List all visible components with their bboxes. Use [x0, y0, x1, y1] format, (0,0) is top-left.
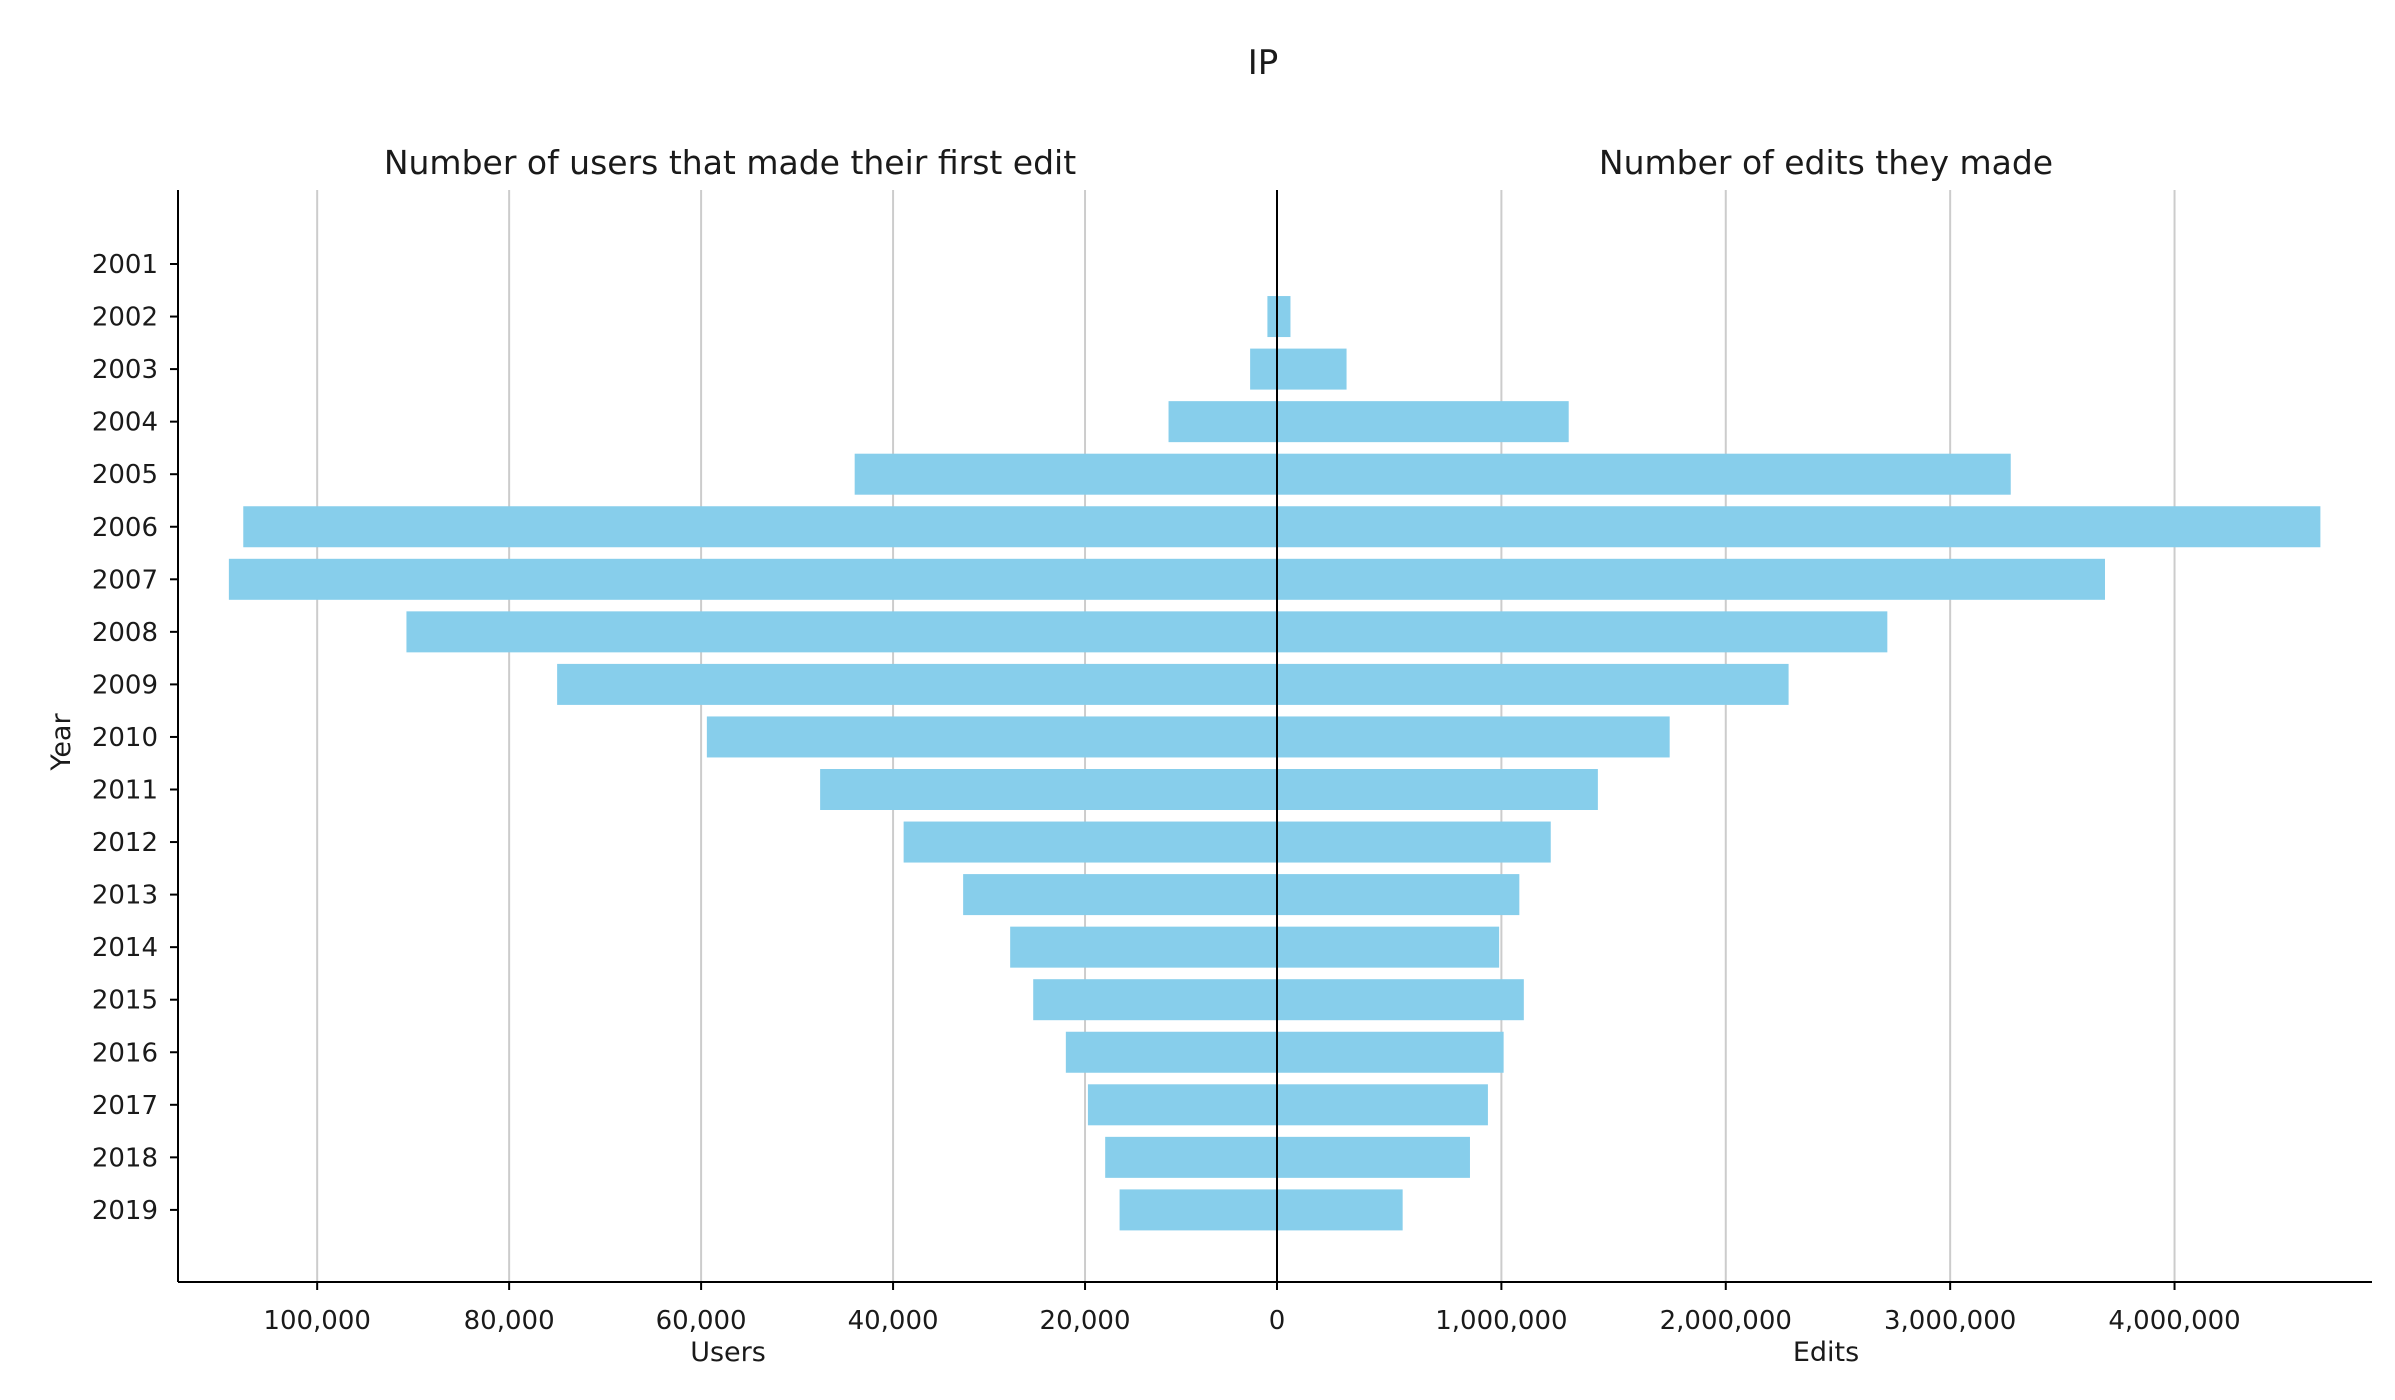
y-tick-label-2014: 2014: [92, 933, 158, 963]
left-panel-title: Number of users that made their first ed…: [384, 143, 1076, 182]
users-bar-2013: [963, 874, 1277, 916]
users-bar-2003: [1250, 348, 1277, 390]
tick-labels: 100,000 80,000 60,000 40,000 20,000 0 1,000,00…: [92, 250, 2241, 1336]
edits-bar-2008: [1277, 611, 1888, 653]
y-axis-label: Year: [46, 713, 77, 772]
edits-bar-2013: [1277, 874, 1520, 916]
y-tick-label-2007: 2007: [92, 565, 158, 595]
y-tick-label-2011: 2011: [92, 776, 158, 806]
y-tick-label-2016: 2016: [92, 1038, 158, 1068]
users-bar-2006: [243, 506, 1278, 548]
edits-bar-2007: [1277, 558, 2105, 600]
users-bar-2011: [820, 769, 1277, 810]
users-bar-2008: [406, 611, 1277, 653]
users-bar-2018: [1105, 1136, 1277, 1178]
y-tick-label-2017: 2017: [92, 1091, 158, 1121]
right-x-tick-label: 1,000,000: [1435, 1306, 1567, 1336]
left-x-tick-label: 20,000: [1040, 1306, 1131, 1336]
y-tick-label-2006: 2006: [92, 513, 158, 543]
y-tick-label-2002: 2002: [92, 303, 158, 333]
left-x-tick-label: 40,000: [848, 1306, 939, 1336]
users-bar-2009: [557, 663, 1277, 705]
edits-bar-2018: [1277, 1136, 1470, 1178]
users-bar-2005: [854, 453, 1277, 495]
y-tick-label-2018: 2018: [92, 1143, 158, 1173]
y-tick-label-2008: 2008: [92, 618, 158, 648]
edits-bar-2005: [1277, 453, 2011, 495]
users-bar-2012: [903, 821, 1277, 863]
axes: [170, 190, 2372, 1290]
left-x-tick-label: 80,000: [464, 1306, 555, 1336]
bars: [228, 296, 2321, 1231]
edits-bar-2012: [1277, 821, 1551, 863]
left-x-axis-label: Users: [690, 1337, 766, 1368]
y-tick-label-2019: 2019: [92, 1196, 158, 1226]
edits-bar-2015: [1277, 979, 1524, 1021]
y-tick-label-2015: 2015: [92, 986, 158, 1016]
y-tick-label-2003: 2003: [92, 355, 158, 385]
users-bar-2010: [706, 716, 1277, 758]
users-bar-2015: [1033, 979, 1277, 1021]
edits-bar-2003: [1277, 348, 1347, 390]
right-x-tick-label: 4,000,000: [2108, 1306, 2240, 1336]
y-tick-label-2001: 2001: [92, 250, 158, 280]
right-panel-title: Number of edits they made: [1599, 143, 2053, 182]
users-bar-2014: [1010, 926, 1277, 968]
edits-bar-2011: [1277, 769, 1598, 810]
users-bar-2007: [228, 558, 1278, 600]
right-x-tick-label: 2,000,000: [1660, 1306, 1792, 1336]
edits-bar-2014: [1277, 926, 1500, 968]
y-tick-label-2010: 2010: [92, 723, 158, 753]
edits-bar-2004: [1277, 401, 1569, 443]
left-x-tick-label: 60,000: [656, 1306, 747, 1336]
edits-bar-2006: [1277, 506, 2321, 548]
edits-bar-2009: [1277, 663, 1789, 705]
right-x-axis-label: Edits: [1793, 1337, 1859, 1368]
y-tick-label-2004: 2004: [92, 408, 158, 438]
edits-bar-2002: [1277, 296, 1291, 338]
chart-title: IP: [1248, 43, 1279, 83]
edits-bar-2016: [1277, 1031, 1504, 1073]
users-bar-2017: [1087, 1084, 1277, 1126]
right-x-tick-label: 3,000,000: [1884, 1306, 2016, 1336]
y-tick-label-2013: 2013: [92, 881, 158, 911]
left-x-tick-label: 0: [1269, 1306, 1286, 1336]
edits-bar-2019: [1277, 1189, 1403, 1231]
users-bar-2002: [1267, 296, 1277, 338]
left-x-tick-label: 100,000: [263, 1306, 371, 1336]
edits-bar-2010: [1277, 716, 1670, 758]
y-tick-label-2005: 2005: [92, 460, 158, 490]
users-bar-2019: [1119, 1189, 1277, 1231]
users-bar-2004: [1168, 401, 1277, 443]
users-bar-2016: [1065, 1031, 1277, 1073]
y-tick-label-2009: 2009: [92, 670, 158, 700]
y-tick-label-2012: 2012: [92, 828, 158, 858]
edits-bar-2017: [1277, 1084, 1488, 1126]
